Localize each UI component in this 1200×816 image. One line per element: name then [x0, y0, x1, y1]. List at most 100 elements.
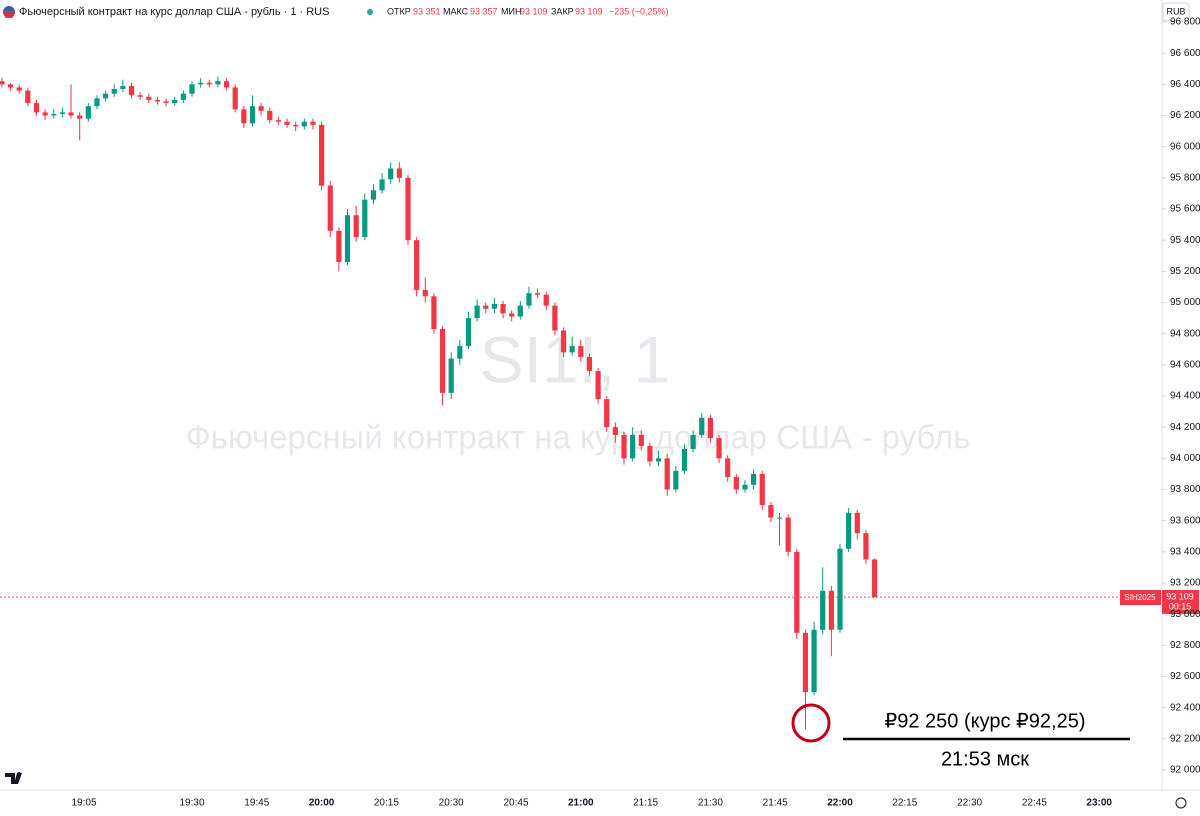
x-tick-label: 20:15: [374, 798, 399, 809]
candle-body: [68, 112, 74, 116]
y-tick-label: 92 800: [1170, 640, 1200, 651]
change-value: −235 (−0,25%): [609, 6, 669, 16]
candle-body: [474, 305, 480, 319]
y-tick-label: 94 800: [1170, 328, 1200, 339]
candle-body: [42, 112, 48, 116]
header-bg: [0, 0, 1160, 24]
currency-label: RUB: [1166, 6, 1185, 16]
annotation-circle: [791, 703, 831, 743]
candle-body: [327, 185, 333, 231]
candle-body: [353, 215, 359, 238]
candle-body: [301, 121, 307, 127]
candle-body: [569, 346, 575, 353]
high-label: МАКС: [443, 6, 469, 16]
candle-body: [776, 517, 783, 519]
price-tag-box: [1162, 590, 1199, 614]
candle-body: [491, 304, 497, 309]
candle-body: [655, 458, 662, 462]
flag-stripes: [3, 11, 15, 18]
y-tick-label: 94 000: [1170, 453, 1200, 464]
candle-body: [725, 458, 731, 478]
candle-body: [388, 168, 394, 180]
candle-body: [517, 305, 523, 317]
candle-body: [578, 346, 584, 358]
candle-body: [85, 106, 91, 119]
candle-body: [336, 230, 342, 262]
candle-body: [33, 103, 40, 113]
header-title: Фьючерсный контракт на курс доллар США -…: [19, 6, 329, 18]
candle-body: [59, 112, 65, 114]
candle-body: [223, 81, 230, 88]
candle-body: [137, 95, 143, 97]
candle-body: [846, 512, 852, 549]
plot-area: [0, 76, 1162, 730]
candle-body: [854, 512, 860, 534]
candle-body: [319, 124, 325, 186]
candle-body: [457, 346, 463, 359]
candle-body: [448, 358, 454, 393]
x-tick-label: 21:15: [633, 798, 658, 809]
candle-body: [837, 548, 843, 630]
x-tick-label: 22:00: [827, 798, 853, 809]
y-tick-label: 96 800: [1170, 17, 1200, 28]
candle-body: [0, 81, 5, 85]
y-tick-label: 92 600: [1170, 671, 1200, 682]
candle-body: [439, 328, 446, 393]
watermark-symbol: SI1!, 1: [480, 322, 671, 396]
candle-body: [414, 240, 420, 291]
candle-body: [284, 121, 290, 125]
candle-body: [206, 82, 212, 85]
candle-body: [120, 85, 126, 90]
y-tick-label: 93 000: [1170, 609, 1200, 620]
candle-body: [604, 399, 610, 428]
y-tick-label: 94 200: [1170, 422, 1200, 433]
y-tick-label: 96 000: [1170, 141, 1200, 152]
candle-body: [362, 199, 368, 238]
candle-body: [535, 293, 541, 295]
candle-body: [396, 168, 402, 178]
candle-body: [275, 120, 281, 122]
candle-body: [690, 434, 696, 449]
candle-body: [465, 318, 472, 347]
candle-body: [500, 304, 506, 314]
currency-button[interactable]: [1162, 2, 1190, 22]
x-tick-label: 19:45: [244, 798, 269, 809]
symbol-tag-text: SIH2025: [1124, 593, 1156, 602]
candle-body: [215, 81, 221, 85]
candle-body: [189, 84, 195, 94]
y-tick-label: 95 600: [1170, 204, 1200, 215]
open-value: 93 351: [413, 6, 441, 16]
candle-body: [483, 305, 489, 309]
candle-body: [267, 110, 273, 121]
close-label: ЗАКР: [551, 6, 574, 16]
candle-body: [716, 438, 722, 459]
candle-body: [180, 93, 186, 100]
symbol-tag: [1120, 590, 1161, 605]
candle-body: [768, 505, 774, 518]
candle-body: [785, 517, 791, 552]
candle-body: [77, 115, 83, 119]
y-tick-label: 95 400: [1170, 235, 1200, 246]
watermark-description: Фьючерсный контракт на курс доллар США -…: [186, 419, 971, 456]
close-value: 93 109: [575, 6, 603, 16]
candle-body: [621, 434, 627, 459]
x-tick-label: 19:30: [179, 798, 204, 809]
y-tick-label: 92 400: [1170, 702, 1200, 713]
x-tick-label: 23:00: [1086, 798, 1112, 809]
settings-icon[interactable]: [1175, 797, 1187, 809]
candle-body: [863, 533, 869, 560]
candle-body: [293, 124, 299, 127]
x-tick-label: 21:30: [698, 798, 723, 809]
annotation-time: 21:53 мск: [941, 748, 1029, 770]
y-tick-label: 93 200: [1170, 578, 1200, 589]
candle-body: [526, 293, 532, 306]
low-value: 93 109: [520, 6, 548, 16]
candle-body: [232, 87, 238, 110]
candle-body: [310, 121, 316, 125]
candle-body: [103, 93, 109, 99]
candle-body: [405, 177, 411, 241]
y-tick-label: 95 200: [1170, 266, 1200, 277]
y-tick-label: 92 200: [1170, 733, 1200, 744]
